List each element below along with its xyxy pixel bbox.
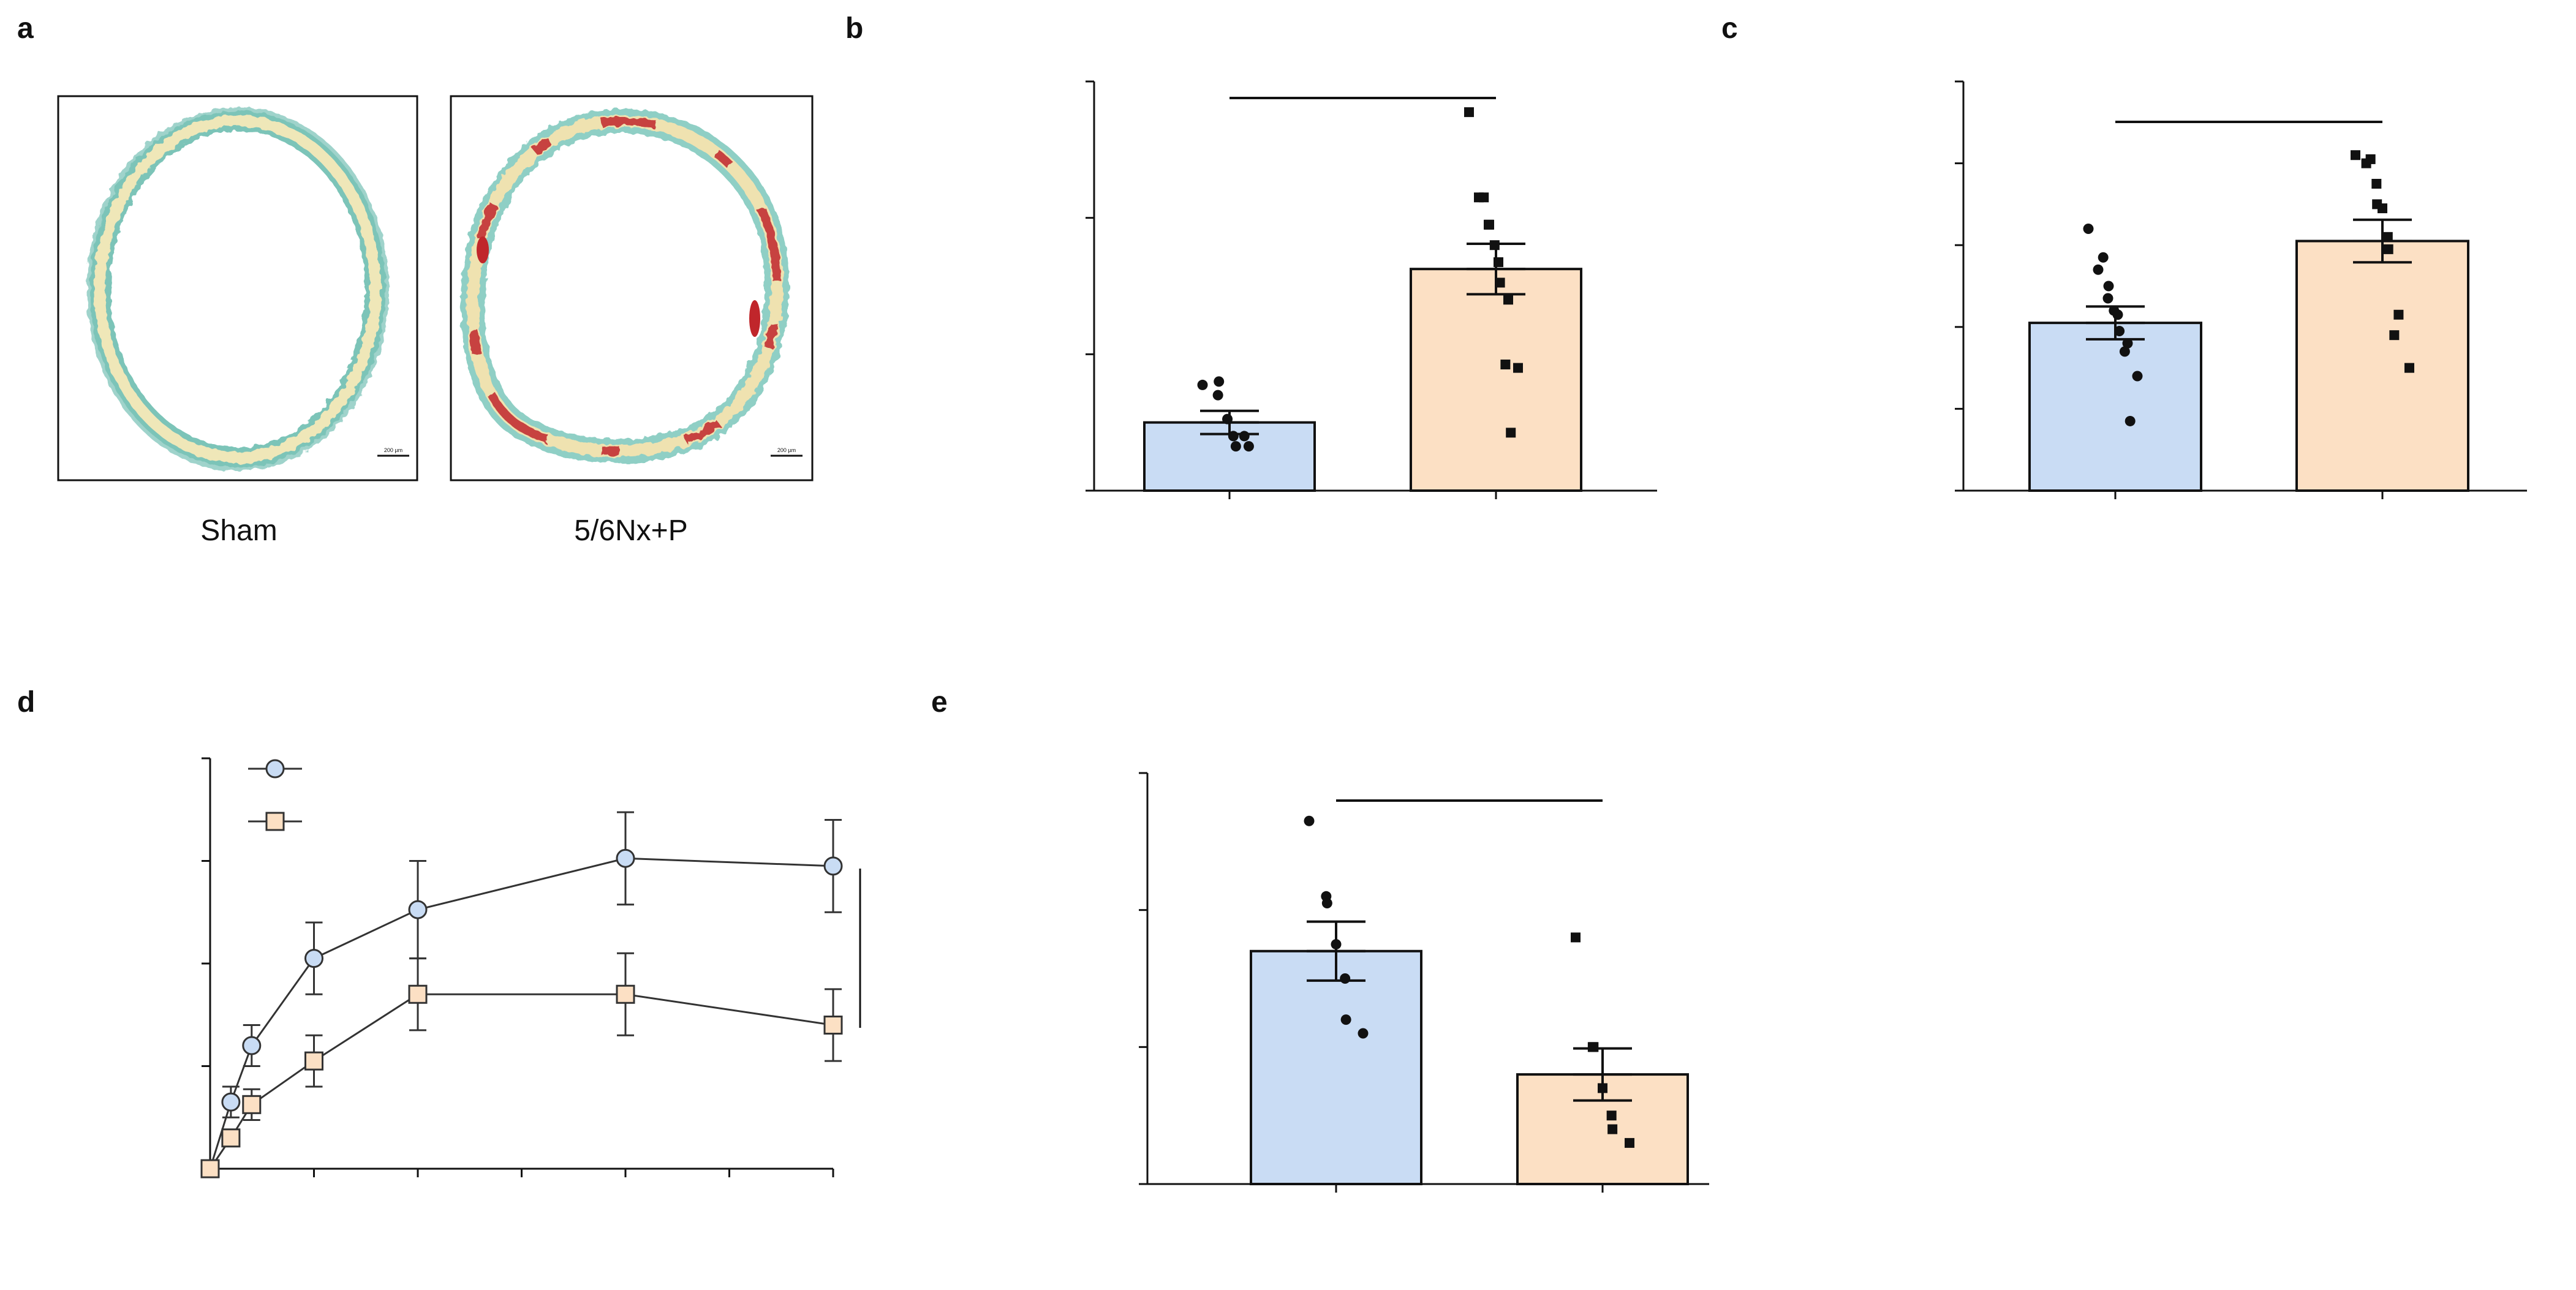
data-point-sham [1340,973,1351,984]
legend-marker-np [265,812,285,831]
data-point-sham [2083,223,2094,234]
data-point-np [1495,277,1505,288]
data-point-sham [2103,281,2114,292]
data-point-sham [1358,1028,1369,1039]
data-point-sham [242,1036,262,1055]
np-caption: 5/6Nx+P [574,515,687,547]
panel-e-chart: e [931,686,1709,1193]
data-point-np [1489,240,1500,251]
data-point-sham [1230,441,1241,452]
data-point-np [304,1051,323,1071]
data-point-np [1464,107,1474,118]
sham-aorta-section-icon [86,107,389,471]
data-point-np [2378,203,2387,214]
data-point-np [1588,1042,1599,1052]
data-point-sham [2112,309,2123,320]
sham-micrograph: 200 µm Sham [57,95,418,547]
data-point-sham [221,1092,241,1112]
data-point-np [2383,244,2393,254]
panel-c-label: c [1721,12,1738,45]
data-point-np [1506,428,1516,438]
data-point-sham [1212,390,1223,401]
data-point-sham [1222,413,1233,424]
data-point-sham [1214,376,1225,387]
data-point-sham [2125,415,2136,426]
data-point-np [2351,150,2360,160]
bar-sham [1250,949,1422,1186]
data-point-np [2382,232,2393,242]
data-point-sham [2132,371,2143,382]
data-point-np [221,1128,241,1148]
data-point-np [1571,932,1581,943]
data-point-sham [1340,1014,1351,1025]
data-point-np [1513,363,1523,373]
data-point-np [2393,309,2404,320]
data-point-np [1607,1124,1618,1134]
calcification-deposit [749,300,760,337]
bar-np [2295,240,2469,492]
data-point-np [1625,1137,1634,1148]
data-point-sham [823,856,843,876]
data-point-sham [2122,338,2133,349]
data-point-np [616,984,635,1004]
data-point-np [1500,360,1511,370]
data-point-np [1598,1083,1607,1093]
data-point-sham [2102,293,2113,304]
data-point-np [242,1095,262,1114]
data-point-sham [1197,379,1208,390]
panel-a: a 200 µm Sham 200 µm 5/6N [17,12,814,547]
data-point-np [2404,363,2414,373]
panel-d-label: d [17,686,35,719]
data-point-sham [1304,815,1315,826]
panel-d-chart: d [17,686,861,1179]
panel-e-label: e [931,686,948,719]
data-point-sham [2119,346,2130,357]
data-point-sham [2114,325,2125,336]
data-point-np [2389,330,2400,341]
calcification-deposit [477,236,489,263]
panel-b-label: b [845,12,863,45]
data-point-sham [408,900,428,919]
data-point-np [200,1159,220,1179]
panel-c-chart: c [1721,12,2527,499]
data-point-np [2361,158,2371,168]
bar-np [1410,268,1582,492]
data-point-sham [2093,264,2104,275]
data-point-np [1606,1111,1617,1121]
bar-sham [2028,322,2202,492]
data-point-np [2371,179,2382,189]
legend-marker-sham [265,759,285,779]
data-point-np [408,984,428,1004]
series-line-np [209,993,834,1169]
sham-caption: Sham [200,515,277,547]
np-scalebar-label: 200 µm [777,447,796,453]
data-point-sham [2098,252,2109,263]
np-micrograph: 200 µm 5/6Nx+P [450,95,814,547]
sham-image-frame [57,95,418,481]
data-point-np [1503,295,1513,305]
data-point-sham [1331,939,1342,950]
data-point-sham [1239,431,1250,442]
data-point-np [823,1016,843,1035]
panel-b-chart: b [845,12,1657,499]
data-point-np [1484,219,1494,230]
series-line-sham [209,857,834,1169]
np-aorta-section-icon [460,108,789,464]
data-point-sham [1243,441,1254,452]
data-point-sham [304,949,323,968]
sham-scalebar-label: 200 µm [384,447,402,453]
data-point-np [1494,257,1503,268]
panel-a-label: a [17,12,34,45]
data-point-sham [1321,897,1332,908]
data-point-sham [616,848,635,868]
data-point-sham [1228,431,1239,442]
data-point-np [1474,192,1484,203]
